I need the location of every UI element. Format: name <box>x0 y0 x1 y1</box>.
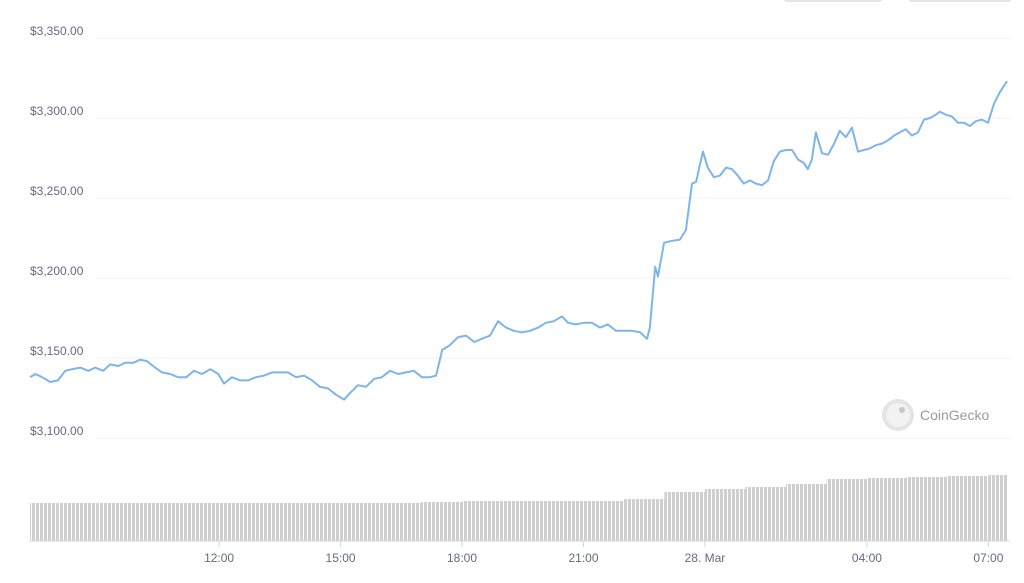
watermark-logo <box>882 399 914 431</box>
volume-bar <box>745 487 786 541</box>
volume-bar <box>664 492 705 541</box>
volume-bar <box>988 475 1007 541</box>
price-line <box>29 80 1008 401</box>
watermark: CoinGecko <box>920 407 989 423</box>
x-tick-label: 07:00 <box>973 551 1003 565</box>
volume-bar <box>623 499 665 541</box>
volume-bar <box>219 503 260 541</box>
volume-bar <box>381 503 422 541</box>
volume-bar <box>57 503 98 541</box>
range-button[interactable] <box>909 0 1011 2</box>
x-tick-label: 15:00 <box>326 551 356 565</box>
volume-bar <box>866 478 908 541</box>
volume-bar <box>704 489 746 541</box>
x-tick-label: 12:00 <box>204 551 234 565</box>
x-tick-label: 21:00 <box>568 551 598 565</box>
y-tick-label: $3,150.00 <box>30 344 84 358</box>
volume-bar <box>138 503 179 541</box>
volume-bar <box>947 476 989 541</box>
y-tick-label: $3,250.00 <box>30 184 84 198</box>
volume-bar <box>30 503 58 541</box>
y-tick-label: $3,350.00 <box>30 24 84 38</box>
volume-bar <box>502 501 543 541</box>
range-button[interactable] <box>784 0 882 2</box>
volume-bar <box>462 501 503 541</box>
volume-bar <box>340 503 382 541</box>
volume-bar <box>826 479 867 541</box>
volume-bar <box>785 484 827 541</box>
x-tick-label: 18:00 <box>447 551 477 565</box>
volume-bar <box>178 503 220 541</box>
volume-bar <box>583 501 624 541</box>
y-tick-label: $3,200.00 <box>30 264 84 278</box>
y-tick-label: $3,300.00 <box>30 104 84 118</box>
y-tick-label: $3,100.00 <box>30 424 84 438</box>
volume-bar <box>907 477 948 541</box>
x-tick-label: 04:00 <box>852 551 882 565</box>
volume-bar <box>97 503 139 541</box>
volume-bar <box>421 502 463 541</box>
x-tick-label: 28. Mar <box>685 551 726 565</box>
volume-bar <box>542 501 584 541</box>
volume-bar <box>259 503 301 541</box>
volume-bar <box>300 503 341 541</box>
